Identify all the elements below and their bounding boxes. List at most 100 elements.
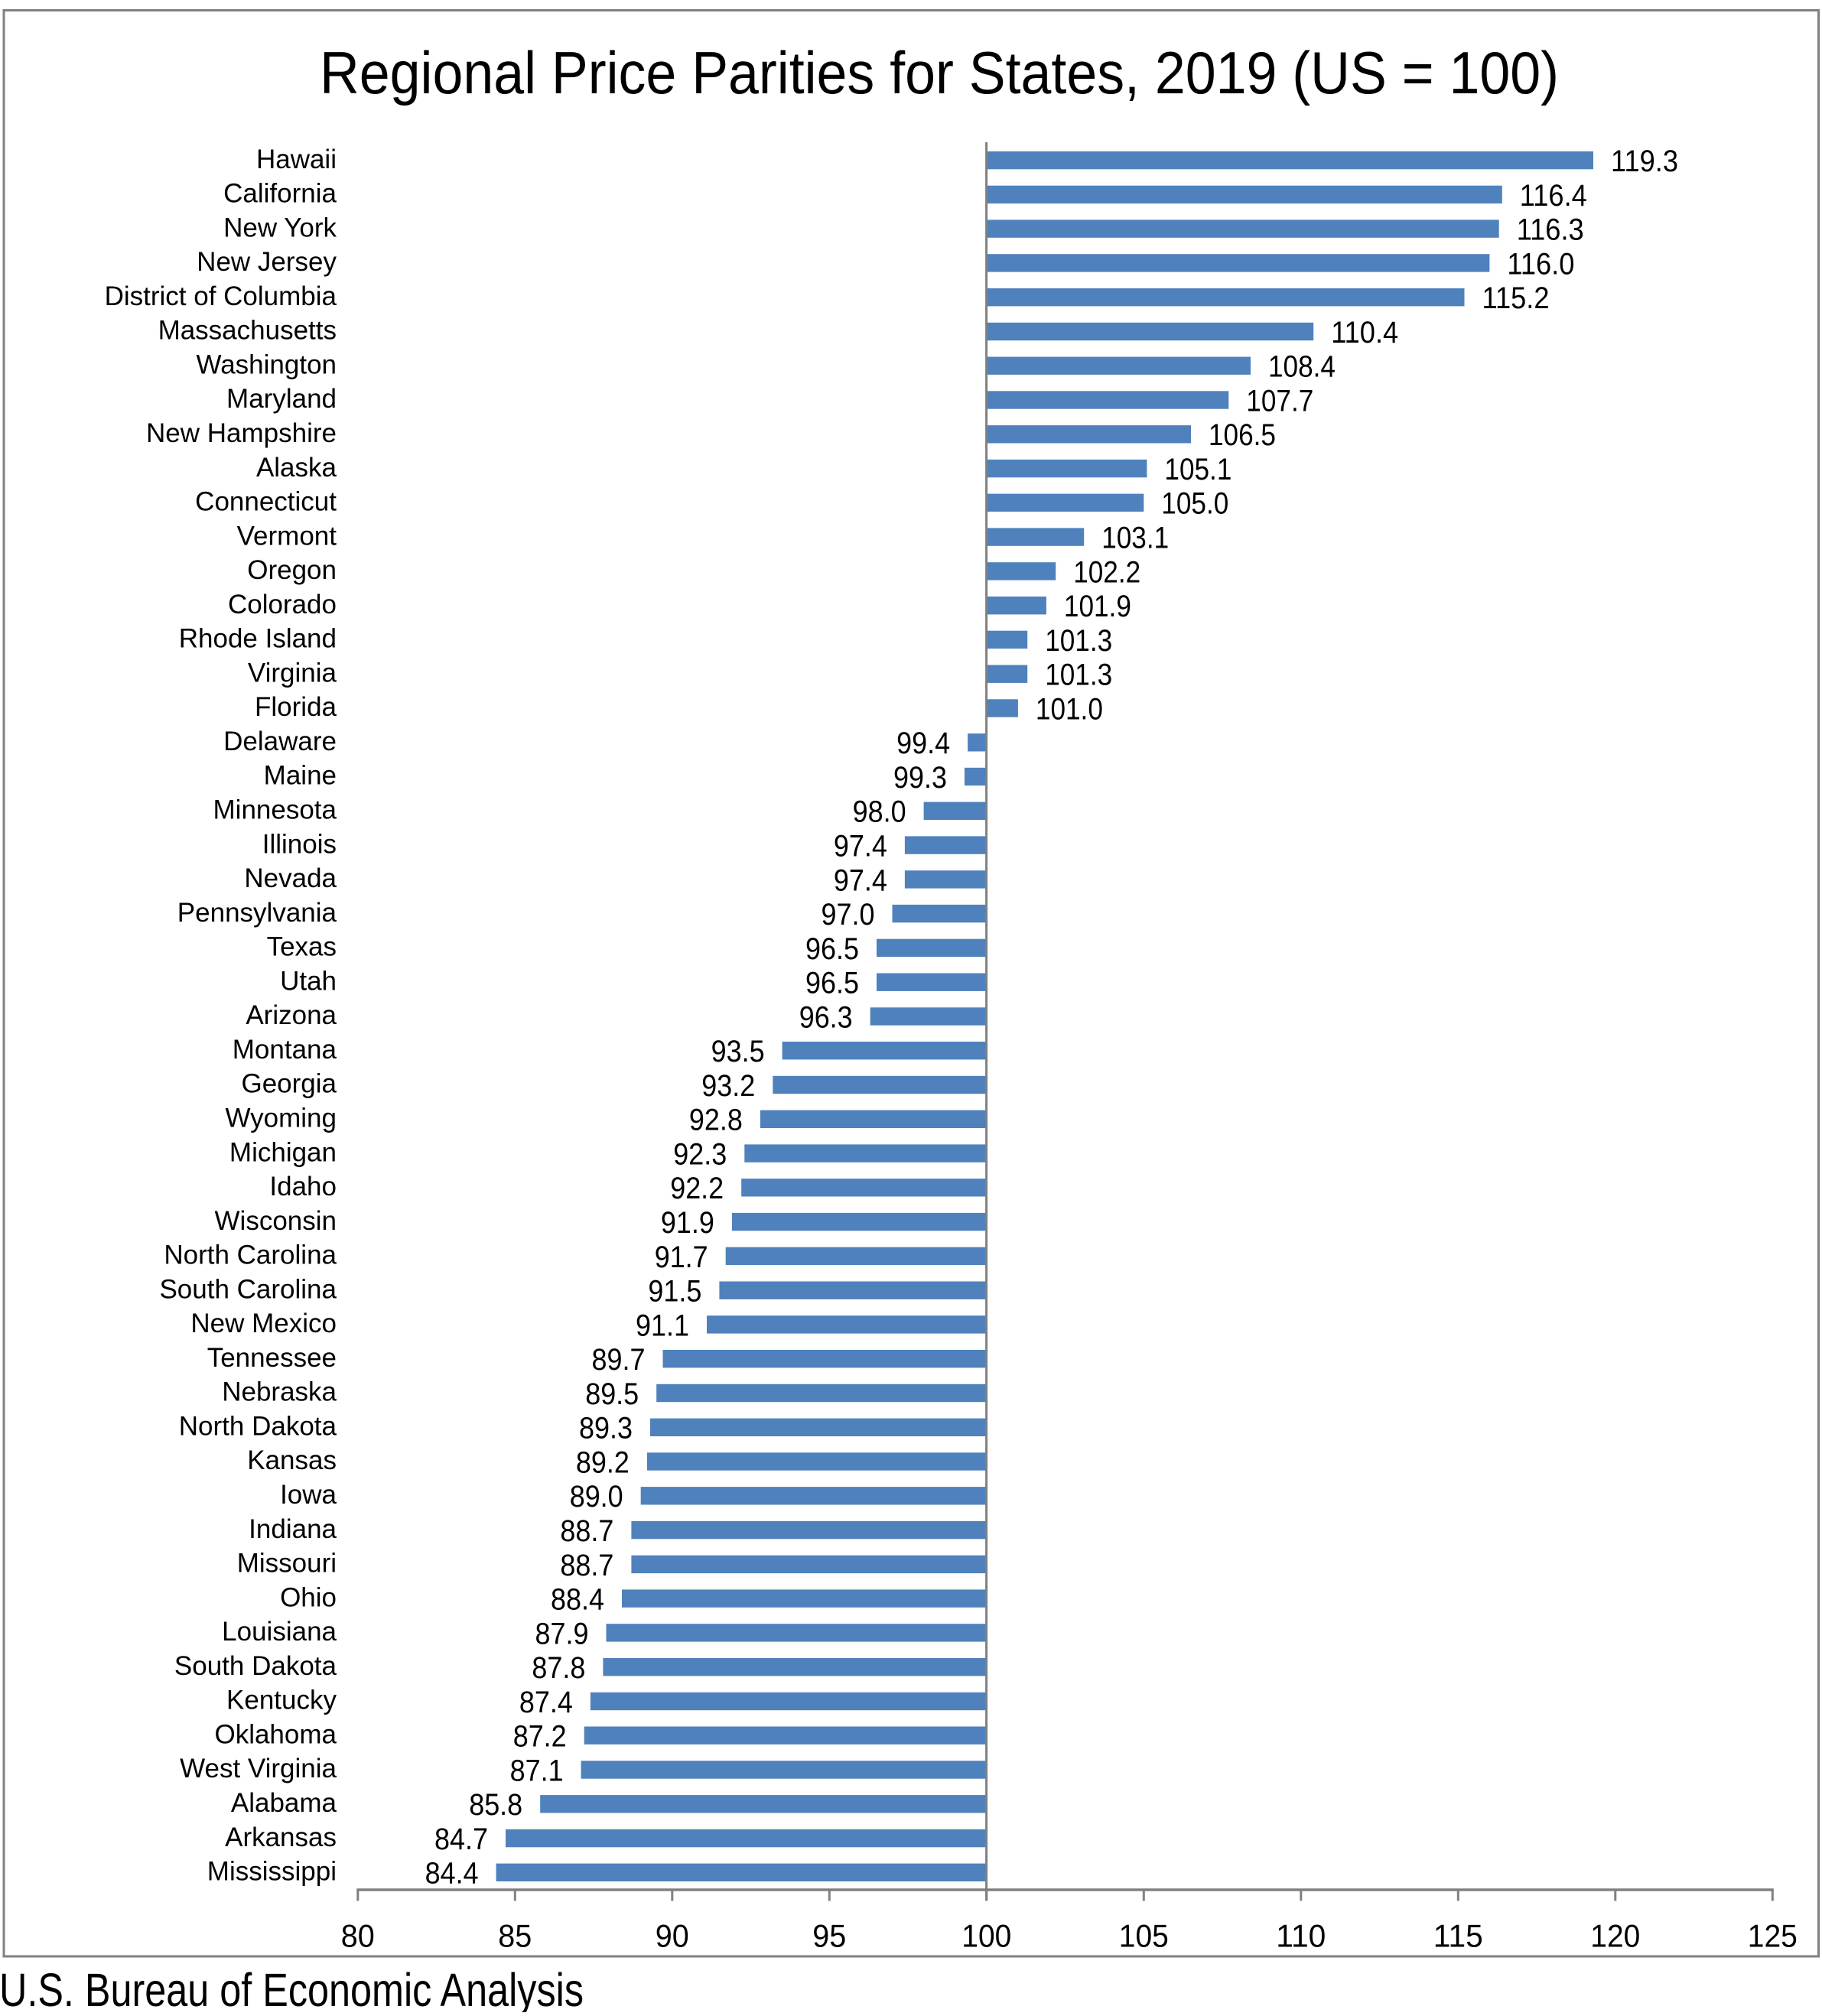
- svg-text:Regional Price Parities for St: Regional Price Parities for States, 2019…: [320, 39, 1559, 106]
- svg-text:District of Columbia: District of Columbia: [105, 281, 337, 311]
- svg-text:95: 95: [812, 1918, 846, 1954]
- svg-text:Wisconsin: Wisconsin: [215, 1206, 337, 1236]
- svg-text:Arizona: Arizona: [246, 1000, 337, 1030]
- svg-text:Connecticut: Connecticut: [195, 487, 337, 517]
- svg-text:West Virginia: West Virginia: [180, 1754, 337, 1784]
- svg-text:Oregon: Oregon: [247, 555, 337, 585]
- svg-text:Virginia: Virginia: [248, 658, 337, 688]
- svg-text:South Carolina: South Carolina: [159, 1274, 337, 1304]
- svg-text:California: California: [223, 179, 337, 209]
- svg-text:U.S. Bureau of Economic Analys: U.S. Bureau of Economic Analysis: [0, 1964, 584, 2012]
- svg-text:North Dakota: North Dakota: [179, 1412, 337, 1442]
- svg-text:96.3: 96.3: [799, 1000, 853, 1034]
- svg-text:116.0: 116.0: [1507, 247, 1574, 281]
- svg-text:84.4: 84.4: [425, 1857, 479, 1891]
- svg-text:Tennessee: Tennessee: [207, 1343, 337, 1373]
- svg-text:Nevada: Nevada: [244, 863, 337, 893]
- svg-text:Indiana: Indiana: [249, 1514, 337, 1544]
- svg-text:99.4: 99.4: [896, 727, 950, 760]
- svg-text:88.7: 88.7: [560, 1514, 613, 1548]
- svg-text:102.2: 102.2: [1073, 555, 1140, 589]
- svg-text:New Mexico: New Mexico: [190, 1309, 337, 1338]
- svg-text:87.1: 87.1: [510, 1754, 564, 1787]
- svg-text:Colorado: Colorado: [228, 590, 337, 619]
- svg-text:89.0: 89.0: [570, 1480, 623, 1514]
- svg-text:92.8: 92.8: [689, 1104, 743, 1137]
- svg-text:Arkansas: Arkansas: [225, 1823, 337, 1852]
- svg-text:Ohio: Ohio: [280, 1582, 337, 1612]
- svg-text:108.4: 108.4: [1268, 350, 1336, 384]
- svg-text:Florida: Florida: [255, 692, 337, 722]
- svg-text:Idaho: Idaho: [269, 1172, 337, 1201]
- svg-text:Alabama: Alabama: [231, 1788, 337, 1818]
- svg-text:Kentucky: Kentucky: [226, 1686, 337, 1715]
- svg-text:91.9: 91.9: [661, 1206, 714, 1240]
- svg-text:89.5: 89.5: [585, 1377, 639, 1411]
- svg-text:89.3: 89.3: [579, 1412, 633, 1445]
- svg-text:116.3: 116.3: [1517, 213, 1584, 247]
- svg-text:Rhode Island: Rhode Island: [179, 624, 337, 654]
- svg-text:107.7: 107.7: [1246, 384, 1313, 418]
- svg-text:Utah: Utah: [280, 966, 337, 996]
- svg-text:115: 115: [1433, 1918, 1483, 1954]
- svg-text:101.0: 101.0: [1036, 692, 1103, 726]
- svg-text:New York: New York: [223, 213, 337, 242]
- svg-text:87.9: 87.9: [535, 1617, 589, 1650]
- svg-text:Louisiana: Louisiana: [222, 1617, 337, 1647]
- svg-text:88.4: 88.4: [551, 1583, 604, 1617]
- svg-text:115.2: 115.2: [1482, 281, 1550, 315]
- svg-text:93.2: 93.2: [701, 1069, 755, 1103]
- svg-text:Montana: Montana: [233, 1035, 337, 1065]
- svg-text:125: 125: [1748, 1918, 1798, 1954]
- svg-text:98.0: 98.0: [853, 795, 906, 829]
- svg-text:105: 105: [1119, 1918, 1169, 1954]
- svg-text:92.2: 92.2: [670, 1172, 724, 1205]
- svg-text:120: 120: [1590, 1918, 1640, 1954]
- svg-text:91.7: 91.7: [655, 1240, 708, 1274]
- svg-text:116.4: 116.4: [1520, 179, 1587, 213]
- svg-text:Vermont: Vermont: [237, 521, 337, 551]
- svg-text:87.8: 87.8: [532, 1651, 585, 1685]
- svg-text:93.5: 93.5: [711, 1035, 765, 1068]
- svg-text:Alaska: Alaska: [256, 453, 337, 483]
- svg-text:Hawaii: Hawaii: [256, 145, 337, 174]
- svg-text:103.1: 103.1: [1101, 522, 1169, 555]
- svg-text:84.7: 84.7: [434, 1823, 488, 1856]
- svg-text:80: 80: [341, 1918, 375, 1954]
- svg-text:97.4: 97.4: [834, 863, 887, 897]
- svg-text:85: 85: [498, 1918, 532, 1954]
- svg-text:Illinois: Illinois: [262, 829, 337, 859]
- svg-text:Massachusetts: Massachusetts: [158, 316, 337, 346]
- svg-text:South Dakota: South Dakota: [174, 1651, 337, 1681]
- svg-text:Wyoming: Wyoming: [225, 1104, 337, 1133]
- svg-text:89.7: 89.7: [592, 1343, 646, 1377]
- svg-text:90: 90: [656, 1918, 689, 1954]
- svg-text:New Hampshire: New Hampshire: [146, 418, 337, 448]
- svg-text:Pennsylvania: Pennsylvania: [177, 898, 337, 928]
- svg-text:87.4: 87.4: [519, 1686, 573, 1719]
- svg-text:87.2: 87.2: [513, 1720, 567, 1754]
- svg-text:96.5: 96.5: [805, 932, 859, 966]
- svg-text:Nebraska: Nebraska: [222, 1377, 337, 1407]
- svg-text:101.3: 101.3: [1045, 658, 1112, 692]
- svg-text:Kansas: Kansas: [247, 1445, 337, 1475]
- svg-text:99.3: 99.3: [893, 761, 947, 795]
- svg-text:Delaware: Delaware: [223, 727, 337, 756]
- svg-text:Missouri: Missouri: [237, 1549, 337, 1579]
- svg-text:91.5: 91.5: [648, 1275, 701, 1309]
- svg-text:Iowa: Iowa: [280, 1480, 337, 1510]
- svg-text:Mississippi: Mississippi: [207, 1857, 337, 1887]
- svg-text:Michigan: Michigan: [229, 1137, 337, 1167]
- svg-text:110.4: 110.4: [1331, 316, 1398, 350]
- svg-text:97.0: 97.0: [822, 898, 875, 932]
- svg-text:Maine: Maine: [264, 761, 337, 791]
- svg-text:Oklahoma: Oklahoma: [214, 1719, 337, 1749]
- svg-text:119.3: 119.3: [1611, 145, 1678, 178]
- svg-text:88.7: 88.7: [560, 1549, 613, 1582]
- svg-text:Washington: Washington: [196, 350, 337, 379]
- svg-text:85.8: 85.8: [469, 1788, 522, 1822]
- svg-text:105.1: 105.1: [1164, 453, 1231, 486]
- svg-text:97.4: 97.4: [834, 830, 887, 863]
- svg-text:91.1: 91.1: [636, 1309, 689, 1342]
- svg-text:100: 100: [961, 1918, 1011, 1954]
